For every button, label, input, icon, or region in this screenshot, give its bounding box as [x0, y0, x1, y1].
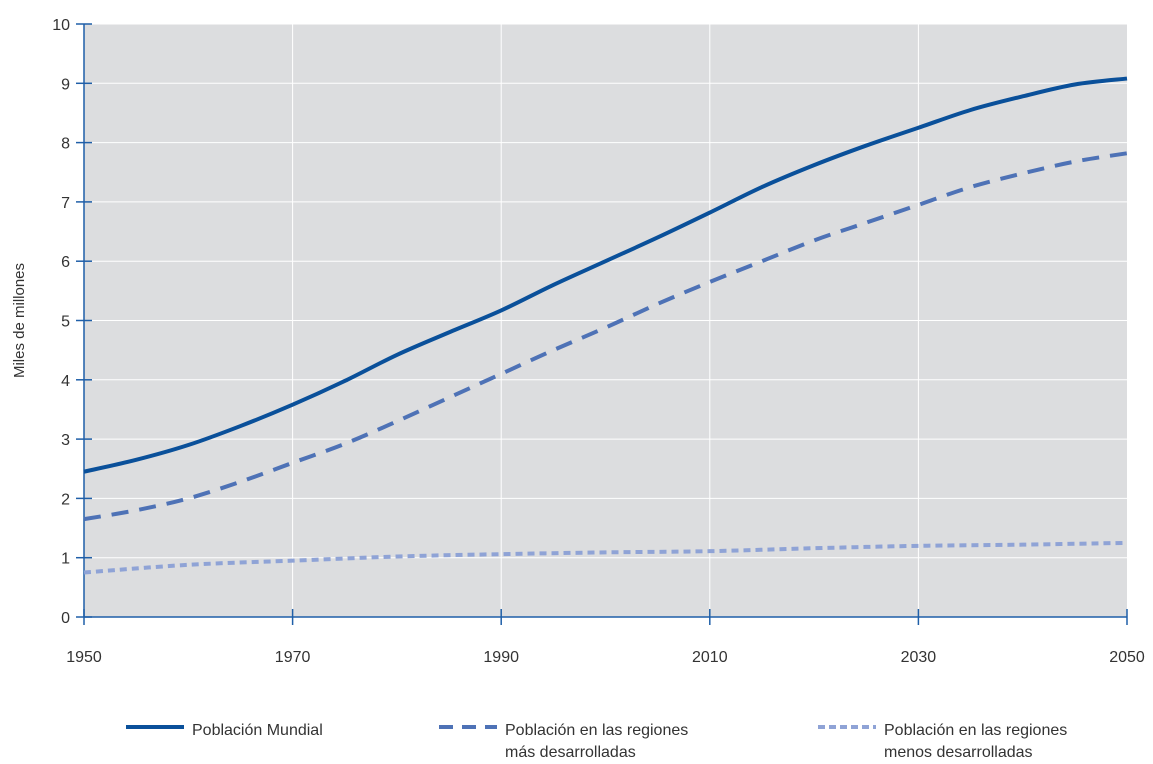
gridlines: [84, 23, 1127, 617]
legend-swatch-dashed: [439, 725, 497, 729]
y-tick-label: 10: [52, 17, 70, 34]
y-tick-label: 7: [61, 195, 70, 212]
line-chart: 0 1 2 3 4 5 6 7 8 9 10 1950 1970 1990 2010 2030 2050 Mil…: [11, 17, 1145, 666]
y-tick-label: 3: [61, 432, 70, 449]
y-tick-label: 5: [61, 314, 70, 331]
axes: 0 1 2 3 4 5 6 7 8 9 10 1950 1970 1990 2010 2030 2050: [52, 17, 1145, 666]
series-lines: [83, 76, 1128, 575]
x-tick-label: 2010: [692, 649, 728, 666]
y-tick-label: 4: [61, 373, 70, 390]
x-tick-label: 1950: [66, 649, 102, 666]
y-tick-label: 6: [61, 254, 70, 271]
y-tick-label: 1: [61, 551, 70, 568]
x-tick-label: 1990: [483, 649, 519, 666]
legend-label: Población Mundial: [192, 722, 323, 739]
legend-swatch-solid: [126, 725, 184, 729]
legend-item-mas-desarrolladas: Población en las regiones más desarrolla…: [437, 720, 688, 764]
y-tick-label: 9: [61, 76, 70, 93]
legend-item-mundial: Población Mundial: [124, 720, 323, 742]
series-line-2: [83, 540, 1128, 575]
x-tick-label: 2030: [901, 649, 937, 666]
legend-swatch-dotted: [818, 725, 876, 729]
legend-label: Población en las regiones más desarrolla…: [505, 722, 689, 761]
y-tick-label: 8: [61, 136, 70, 153]
legend-item-menos-desarrolladas: Población en las regiones menos desarrol…: [816, 720, 1067, 764]
y-tick-label: 0: [61, 610, 70, 627]
legend-label: Población en las regiones menos desarrol…: [884, 722, 1068, 761]
x-tick-label: 2050: [1109, 649, 1145, 666]
series-line-1: [83, 151, 1128, 522]
x-tick-label: 1970: [275, 649, 311, 666]
y-axis-label: Miles de millones: [11, 263, 28, 378]
legend: Población Mundial Población en las regio…: [0, 720, 1153, 764]
y-tick-label: 2: [61, 491, 70, 508]
series-line-0: [83, 76, 1128, 474]
